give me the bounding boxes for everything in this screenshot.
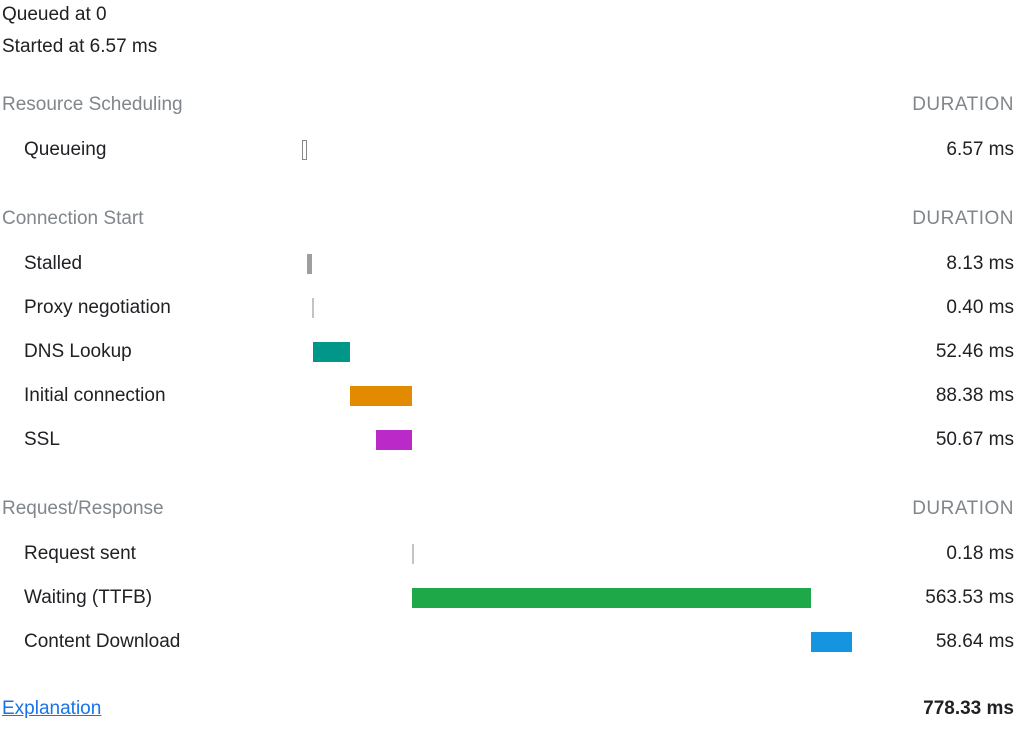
timing-row: DNS Lookup 52.46 ms — [2, 330, 1014, 374]
timing-row-value: 6.57 ms — [854, 139, 1014, 161]
timing-bar — [412, 544, 414, 564]
timing-section: Connection Start DURATION Stalled 8.13 ms Pr… — [2, 208, 1014, 462]
timing-row: Waiting (TTFB) 563.53 ms — [2, 576, 1014, 620]
total-duration: 778.33 ms — [923, 698, 1014, 720]
duration-column-label: DURATION — [854, 498, 1014, 520]
timing-bar — [302, 140, 307, 160]
timing-track — [302, 428, 854, 452]
timing-row-label: Proxy negotiation — [2, 297, 302, 319]
timing-bar — [312, 298, 314, 318]
timing-track — [302, 630, 854, 654]
timing-bar — [376, 430, 412, 450]
timing-row-label: Stalled — [2, 253, 302, 275]
timing-row-value: 0.40 ms — [854, 297, 1014, 319]
timing-row: Proxy negotiation 0.40 ms — [2, 286, 1014, 330]
timing-row: Request sent 0.18 ms — [2, 532, 1014, 576]
timing-section: Request/Response DURATION Request sent 0.18… — [2, 498, 1014, 664]
timing-track — [302, 296, 854, 320]
duration-column-label: DURATION — [854, 208, 1014, 230]
timing-section: Resource Scheduling DURATION Queueing 6.57 … — [2, 94, 1014, 172]
section-title: Request/Response — [2, 498, 302, 520]
timing-row-value: 88.38 ms — [854, 385, 1014, 407]
timing-row-value: 8.13 ms — [854, 253, 1014, 275]
timing-sections: Resource Scheduling DURATION Queueing 6.57 … — [2, 94, 1014, 664]
timing-row-value: 50.67 ms — [854, 429, 1014, 451]
timing-row-label: Request sent — [2, 543, 302, 565]
timing-row-value: 58.64 ms — [854, 631, 1014, 653]
timing-row-label: Queueing — [2, 139, 302, 161]
timing-row: Initial connection 88.38 ms — [2, 374, 1014, 418]
timing-row-label: Content Download — [2, 631, 302, 653]
section-header: Resource Scheduling DURATION — [2, 94, 1014, 116]
timing-bar — [307, 254, 313, 274]
duration-column-label: DURATION — [854, 94, 1014, 116]
queued-at-text: Queued at 0 — [2, 4, 1014, 26]
timing-footer: Explanation 778.33 ms — [2, 698, 1014, 720]
timing-row-value: 563.53 ms — [854, 587, 1014, 609]
section-title: Resource Scheduling — [2, 94, 302, 116]
section-header: Connection Start DURATION — [2, 208, 1014, 230]
timing-track — [302, 384, 854, 408]
timing-row: Queueing 6.57 ms — [2, 128, 1014, 172]
timing-row-label: Initial connection — [2, 385, 302, 407]
timing-track — [302, 138, 854, 162]
section-header: Request/Response DURATION — [2, 498, 1014, 520]
timing-row-value: 52.46 ms — [854, 341, 1014, 363]
timing-panel: Queued at 0 Started at 6.57 ms Resource … — [0, 0, 1018, 742]
timing-bar — [350, 386, 412, 406]
timing-track — [302, 542, 854, 566]
timing-bar — [313, 342, 350, 362]
timing-bar — [811, 632, 852, 652]
timing-row: SSL 50.67 ms — [2, 418, 1014, 462]
timing-track — [302, 252, 854, 276]
timing-row: Content Download 58.64 ms — [2, 620, 1014, 664]
timing-track — [302, 586, 854, 610]
timing-bar — [412, 588, 810, 608]
section-title: Connection Start — [2, 208, 302, 230]
timing-row-label: SSL — [2, 429, 302, 451]
timing-row-value: 0.18 ms — [854, 543, 1014, 565]
explanation-link[interactable]: Explanation — [2, 698, 101, 720]
timing-row-label: Waiting (TTFB) — [2, 587, 302, 609]
timing-track — [302, 340, 854, 364]
timing-row-label: DNS Lookup — [2, 341, 302, 363]
timing-row: Stalled 8.13 ms — [2, 242, 1014, 286]
started-at-text: Started at 6.57 ms — [2, 36, 1014, 58]
